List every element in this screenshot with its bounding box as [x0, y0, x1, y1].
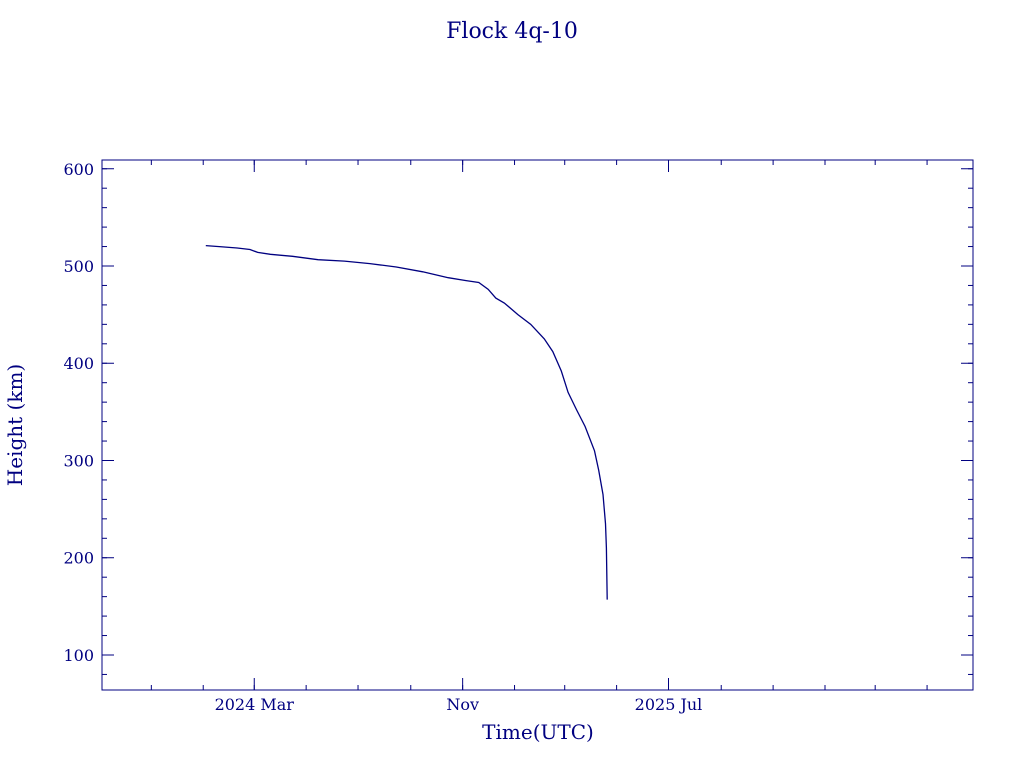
y-tick-labels: 100 200 300 400 500 600 — [63, 160, 94, 665]
plot-frame — [101, 159, 974, 691]
tick-marks — [102, 160, 973, 690]
y-tick-label: 300 — [63, 451, 94, 470]
y-tick-label: 500 — [63, 257, 94, 276]
x-tick-label: Nov — [446, 695, 479, 714]
y-tick-label: 600 — [63, 160, 94, 179]
y-tick-label: 400 — [63, 354, 94, 373]
y-axis-label: Height (km) — [3, 364, 27, 486]
chart-title: Flock 4q-10 — [446, 19, 578, 44]
x-axis-label: Time(UTC) — [482, 720, 594, 744]
height-series-line — [205, 244, 608, 600]
x-tick-labels: 2024 Mar Nov 2025 Jul — [215, 695, 703, 714]
y-tick-label: 200 — [63, 549, 94, 568]
y-tick-label: 100 — [63, 646, 94, 665]
x-tick-label: 2025 Jul — [635, 695, 703, 714]
x-tick-label: 2024 Mar — [215, 695, 295, 714]
